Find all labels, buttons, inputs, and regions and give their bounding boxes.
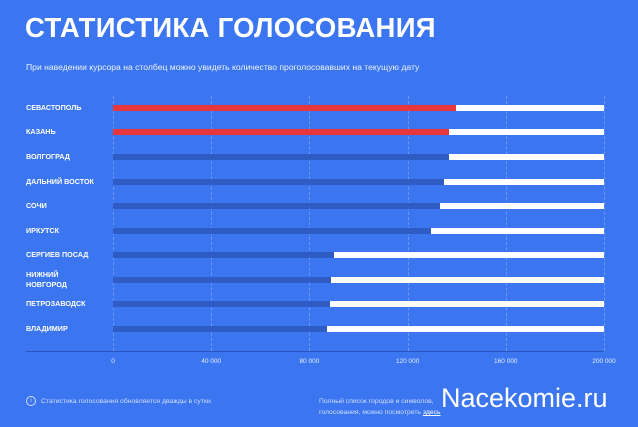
update-note: i Статистика голосования обновляется два… bbox=[26, 396, 213, 406]
category-label: СЕРГИЕВ ПОСАД bbox=[26, 250, 89, 259]
full-list-text-2: голосования, можно посмотреть bbox=[319, 409, 421, 416]
x-axis-line bbox=[26, 351, 604, 352]
bar[interactable] bbox=[113, 203, 440, 209]
grid-line bbox=[309, 96, 311, 351]
bar-track bbox=[113, 277, 604, 283]
bar[interactable] bbox=[113, 326, 328, 332]
x-tick-label: 0 bbox=[111, 358, 115, 365]
page-title: СТАТИСТИКА ГОЛОСОВАНИЯ bbox=[25, 12, 436, 43]
grid-line bbox=[211, 96, 213, 351]
grid-line bbox=[407, 96, 409, 351]
watermark: Nacekomie.ru bbox=[441, 383, 608, 413]
grid-line bbox=[113, 96, 114, 351]
grid-line bbox=[505, 96, 507, 351]
category-label: НИЖНИЙ НОВГОРОД bbox=[26, 270, 67, 289]
x-tick-label: 160 000 bbox=[494, 358, 518, 365]
category-label: ВОЛГОГРАД bbox=[26, 152, 70, 161]
x-tick-label: 40 000 bbox=[201, 358, 222, 365]
bar[interactable] bbox=[113, 277, 331, 283]
grid-line bbox=[604, 96, 605, 351]
update-note-text: Статистика голосования обновляется дважд… bbox=[41, 397, 213, 405]
x-tick-label: 80 000 bbox=[299, 358, 320, 365]
category-label: ВЛАДИМИР bbox=[26, 324, 68, 333]
bar[interactable] bbox=[113, 228, 431, 234]
bar[interactable] bbox=[113, 179, 444, 185]
category-label: ИРКУТСК bbox=[26, 226, 59, 235]
category-label: СЕВАСТОПОЛЬ bbox=[26, 103, 82, 112]
bar[interactable] bbox=[113, 301, 331, 307]
info-icon: i bbox=[26, 396, 36, 406]
bar[interactable] bbox=[113, 252, 334, 258]
page-subtitle: При наведении курсора на столбец можно у… bbox=[26, 62, 420, 72]
bar-track bbox=[113, 252, 604, 258]
x-tick-label: 200 000 bbox=[592, 358, 616, 365]
category-label: ДАЛЬНИЙ ВОСТОК bbox=[26, 177, 94, 186]
category-label: КАЗАНЬ bbox=[26, 127, 56, 136]
bar-track bbox=[113, 326, 604, 332]
category-label: СОЧИ bbox=[26, 201, 47, 210]
x-tick-label: 120 000 bbox=[395, 358, 420, 365]
full-list-link[interactable]: здесь bbox=[422, 409, 441, 416]
bar[interactable] bbox=[113, 105, 456, 111]
bar[interactable] bbox=[113, 129, 450, 135]
full-list-text: Полный список городов и символов, bbox=[319, 398, 434, 405]
full-list-note: Полный список городов и символов, голосо… bbox=[319, 396, 459, 418]
bar-track bbox=[113, 301, 604, 307]
bar[interactable] bbox=[113, 154, 450, 160]
category-label: ПЕТРОЗАВОДСК bbox=[26, 299, 86, 308]
